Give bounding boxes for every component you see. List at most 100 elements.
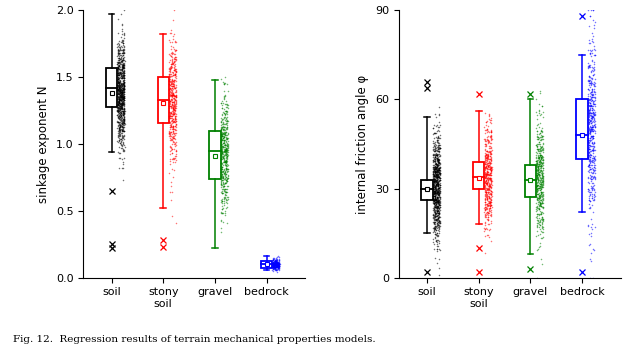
Point xyxy=(113,59,124,65)
Point xyxy=(168,92,178,98)
Point xyxy=(113,81,124,86)
Point xyxy=(431,173,442,178)
Point xyxy=(433,141,443,146)
Point xyxy=(433,220,444,225)
Point xyxy=(480,184,490,190)
Point xyxy=(434,169,444,175)
Point xyxy=(435,196,445,202)
Point xyxy=(534,213,544,218)
Point xyxy=(113,87,124,92)
Point xyxy=(168,106,179,112)
Point xyxy=(428,172,438,178)
Point xyxy=(536,185,546,191)
Point xyxy=(219,121,229,127)
Point xyxy=(165,113,175,119)
Point xyxy=(113,98,123,104)
Point xyxy=(536,137,547,143)
Point xyxy=(433,158,443,163)
Point xyxy=(431,231,441,236)
Bar xyxy=(473,162,484,188)
Point xyxy=(116,87,127,93)
Point xyxy=(484,195,494,201)
Point xyxy=(481,155,491,160)
Point xyxy=(432,163,442,169)
Point xyxy=(482,169,492,174)
Point xyxy=(584,64,594,69)
Point xyxy=(119,128,129,134)
Point xyxy=(534,124,545,129)
Point xyxy=(532,161,543,166)
Point xyxy=(430,170,440,176)
Point xyxy=(536,146,547,151)
Point xyxy=(218,180,228,185)
Point xyxy=(534,231,545,236)
Point xyxy=(587,186,597,192)
Point xyxy=(536,137,547,142)
Point xyxy=(115,94,125,99)
Point xyxy=(119,49,129,55)
Point xyxy=(589,112,599,118)
Point xyxy=(216,137,227,142)
Point xyxy=(432,172,442,178)
Point xyxy=(531,136,541,142)
Point xyxy=(167,141,177,147)
Point xyxy=(119,116,129,122)
Point xyxy=(535,153,545,158)
Point xyxy=(220,209,230,214)
Point xyxy=(483,217,493,223)
Point xyxy=(532,159,542,164)
Point xyxy=(483,152,493,158)
Point xyxy=(119,46,129,52)
Point xyxy=(534,203,544,208)
Point xyxy=(113,50,123,56)
Point xyxy=(587,165,597,171)
Point xyxy=(221,109,231,114)
Point xyxy=(589,164,600,170)
Point xyxy=(430,195,440,201)
Point xyxy=(166,61,176,67)
Point xyxy=(118,8,129,13)
Point xyxy=(584,189,595,195)
Point xyxy=(118,115,129,121)
Point xyxy=(118,112,128,118)
Point xyxy=(222,147,232,153)
Point xyxy=(588,100,598,105)
Point xyxy=(483,194,493,200)
Point xyxy=(432,207,442,212)
Point xyxy=(535,148,545,153)
Point xyxy=(587,113,597,119)
Point xyxy=(118,95,128,100)
Point xyxy=(587,87,597,92)
Point xyxy=(431,197,441,202)
Point xyxy=(170,123,180,129)
Point xyxy=(165,103,175,108)
Point xyxy=(272,263,282,269)
Point xyxy=(117,70,127,76)
Point xyxy=(118,95,129,101)
Point xyxy=(115,113,125,119)
Point xyxy=(428,189,438,195)
Point xyxy=(536,160,547,166)
Point xyxy=(583,222,593,228)
Point xyxy=(269,259,280,264)
Point xyxy=(479,153,490,159)
Point xyxy=(484,190,495,196)
Point xyxy=(531,177,541,182)
Point xyxy=(586,251,596,256)
Point xyxy=(113,50,124,55)
Point xyxy=(429,184,439,190)
Point xyxy=(435,204,445,210)
Point xyxy=(481,214,492,220)
Point xyxy=(429,216,440,221)
Point xyxy=(484,149,494,154)
Point xyxy=(585,166,595,171)
Point xyxy=(434,160,444,166)
Point xyxy=(538,175,548,180)
Point xyxy=(482,152,492,158)
Point xyxy=(170,132,180,138)
Point xyxy=(585,143,595,148)
Point xyxy=(482,201,492,206)
Point xyxy=(119,81,129,87)
Point xyxy=(486,156,496,162)
Point xyxy=(216,119,226,124)
